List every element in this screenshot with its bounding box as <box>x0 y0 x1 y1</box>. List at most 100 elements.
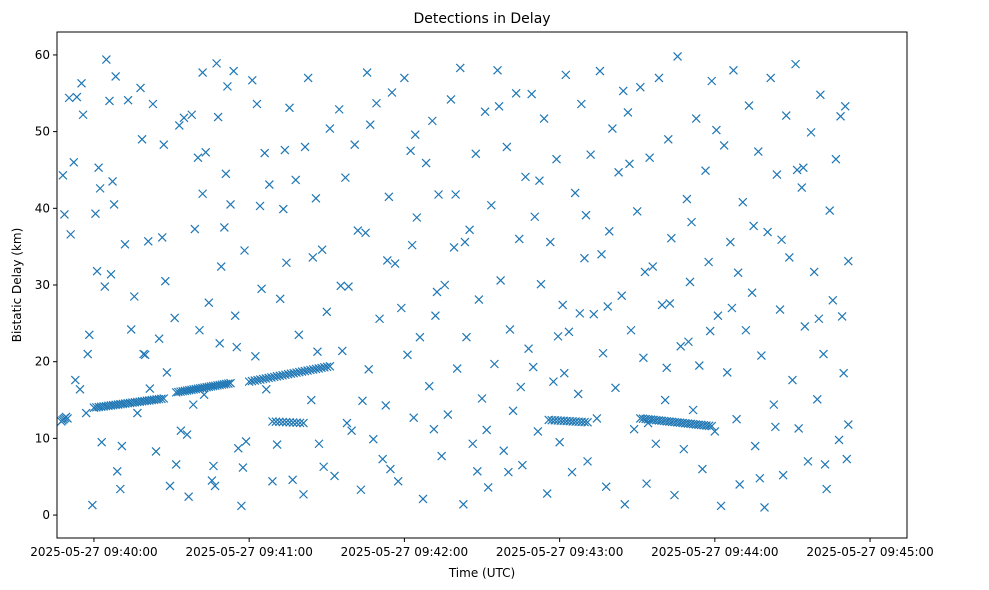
data-point <box>760 502 769 512</box>
x-axis-label: Time (UTC) <box>448 566 515 580</box>
data-point <box>707 76 717 86</box>
data-point <box>443 410 453 420</box>
data-point <box>221 169 231 179</box>
data-point <box>342 418 352 428</box>
data-point <box>713 311 723 321</box>
data-point <box>105 96 114 106</box>
data-point <box>843 256 853 266</box>
data-point <box>837 312 847 321</box>
data-point <box>322 307 332 317</box>
data-point <box>210 481 220 491</box>
data-point <box>580 417 589 427</box>
data-point <box>635 82 645 92</box>
data-point <box>170 313 180 323</box>
data-point <box>747 288 757 298</box>
data-point <box>580 253 589 263</box>
data-point <box>756 351 766 360</box>
data-point <box>70 375 80 385</box>
data-point <box>378 454 388 464</box>
data-point <box>592 414 602 423</box>
data-point <box>281 417 291 427</box>
data-point <box>614 167 624 177</box>
data-point <box>482 425 492 435</box>
data-point <box>831 154 841 164</box>
data-point <box>527 89 537 99</box>
data-point <box>72 92 82 102</box>
data-point <box>201 147 211 157</box>
data-point <box>843 420 853 429</box>
data-point <box>477 394 487 403</box>
data-point <box>313 347 322 357</box>
data-point <box>226 200 235 209</box>
data-point <box>285 103 294 113</box>
data-point <box>148 99 158 109</box>
data-point <box>586 150 596 160</box>
data-point <box>223 81 232 91</box>
data-markers <box>56 52 853 512</box>
data-point <box>403 350 412 360</box>
data-point <box>763 227 773 237</box>
data-point <box>132 408 142 418</box>
data-point <box>410 130 420 140</box>
data-point <box>552 154 561 164</box>
data-point <box>788 375 797 385</box>
data-point <box>722 368 732 377</box>
data-point <box>828 295 838 305</box>
data-point <box>528 362 538 372</box>
data-point <box>187 110 197 120</box>
data-point <box>620 499 630 509</box>
data-point <box>601 482 611 492</box>
data-point <box>775 305 785 314</box>
data-point <box>567 467 577 477</box>
data-point <box>542 489 552 499</box>
x-tick-label: 2025-05-27 09:45:00 <box>806 545 933 559</box>
data-point <box>570 188 580 198</box>
data-point <box>657 300 667 310</box>
data-point <box>306 395 316 405</box>
data-point <box>292 418 302 428</box>
data-point <box>232 342 242 352</box>
data-point <box>697 464 707 474</box>
data-point <box>595 66 605 76</box>
data-point <box>427 116 437 126</box>
data-point <box>539 114 549 124</box>
data-point <box>434 190 443 199</box>
data-point <box>604 226 614 236</box>
data-point <box>798 163 808 173</box>
data-point <box>108 177 117 186</box>
data-point <box>145 384 155 393</box>
data-point <box>576 99 586 109</box>
data-point <box>215 338 225 348</box>
data-point <box>233 443 243 453</box>
data-point <box>280 145 290 155</box>
data-point <box>198 189 208 199</box>
data-point <box>648 262 658 272</box>
data-point <box>120 239 130 249</box>
data-point <box>530 212 540 222</box>
data-point <box>247 75 257 85</box>
data-point <box>741 325 751 335</box>
data-point <box>480 107 490 117</box>
data-point <box>325 124 335 133</box>
data-point <box>274 417 284 427</box>
data-point <box>679 444 689 454</box>
data-point <box>154 334 164 344</box>
data-point <box>670 490 679 500</box>
y-tick-label: 60 <box>35 48 50 62</box>
data-point <box>382 256 392 265</box>
data-point <box>486 200 496 210</box>
data-point <box>268 476 277 486</box>
data-point <box>159 394 169 403</box>
data-point <box>129 292 139 301</box>
data-point <box>639 353 648 363</box>
data-point <box>81 408 91 418</box>
data-point <box>732 414 741 424</box>
data-point <box>299 418 308 428</box>
data-point <box>561 70 571 80</box>
data-point <box>278 204 288 214</box>
data-point <box>322 362 332 372</box>
data-point <box>179 113 189 123</box>
data-point <box>295 418 305 428</box>
data-point <box>597 249 606 259</box>
data-point <box>278 417 288 427</box>
